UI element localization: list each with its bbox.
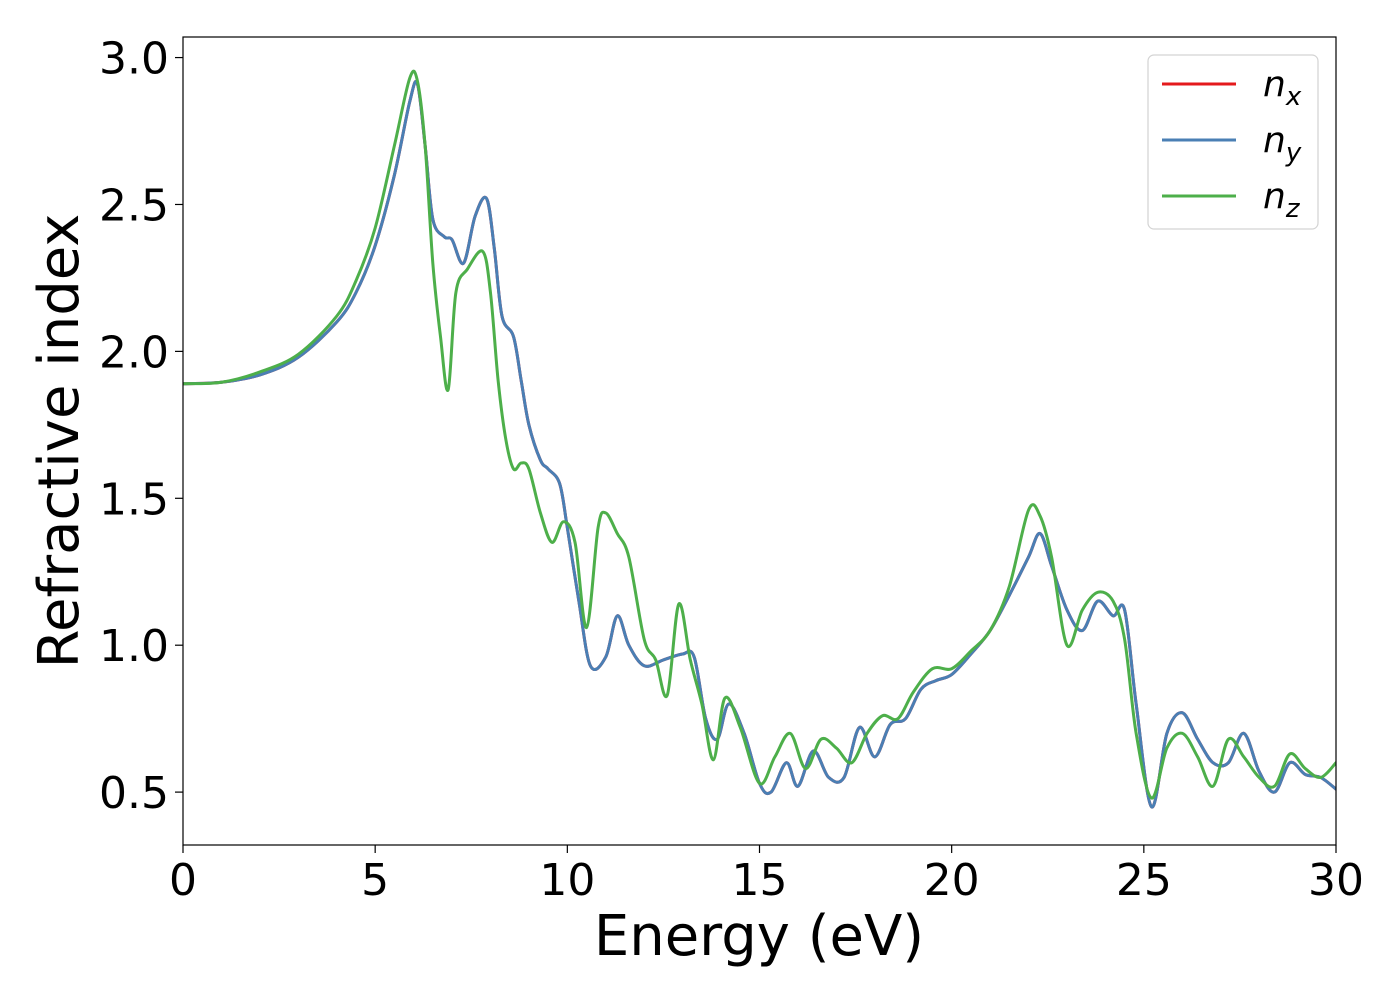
series-line-n-z (183, 69, 1336, 800)
y-axis-title: Refractive index (27, 214, 92, 669)
y-axis: 0.5 1.0 1.5 2.0 2.5 3.0 (99, 34, 183, 819)
y-tick-label: 1.5 (99, 474, 169, 525)
x-tick-label: 30 (1308, 855, 1364, 906)
x-tick-label: 10 (539, 855, 595, 906)
legend-box (1147, 54, 1319, 230)
legend-label-subscript: z (1285, 194, 1301, 224)
y-tick-label: 2.5 (99, 180, 169, 231)
legend-label: nx (1263, 64, 1302, 112)
x-axis: 0 5 10 15 20 25 30 (169, 845, 1364, 906)
x-tick-label: 25 (1116, 855, 1172, 906)
series-layer (183, 69, 1336, 809)
legend-label-subscript: x (1285, 82, 1302, 112)
x-axis-title: Energy (eV) (594, 904, 924, 969)
y-tick-label: 0.5 (99, 768, 169, 819)
series-line-n-y (183, 80, 1336, 809)
y-tick-label: 1.0 (99, 621, 169, 672)
x-tick-label: 20 (924, 855, 980, 906)
legend-label: nz (1263, 176, 1301, 224)
legend-label-main: n (1263, 120, 1286, 161)
x-tick-label: 0 (169, 855, 197, 906)
legend-label-main: n (1263, 64, 1286, 105)
legend-label-subscript: y (1285, 138, 1302, 168)
legend-label: ny (1263, 120, 1302, 168)
y-tick-label: 2.0 (99, 327, 169, 378)
legend-label-main: n (1263, 176, 1286, 217)
x-tick-label: 15 (732, 855, 788, 906)
x-tick-label: 5 (361, 855, 389, 906)
y-tick-label: 3.0 (99, 34, 169, 85)
